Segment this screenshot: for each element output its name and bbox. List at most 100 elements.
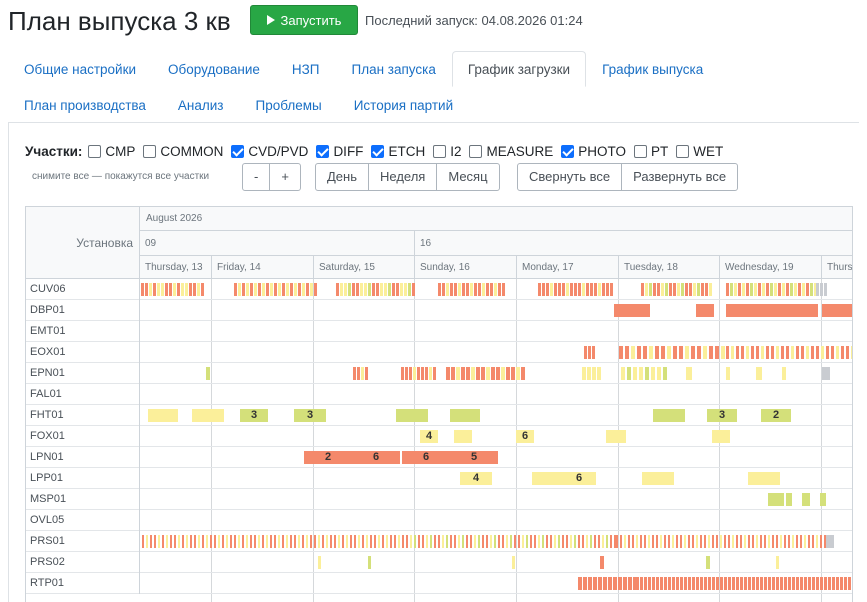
gantt-task-bar[interactable] xyxy=(712,535,714,548)
gantt-task-bar[interactable] xyxy=(740,577,743,590)
gantt-task-bar[interactable] xyxy=(470,283,473,296)
expand-all-button[interactable]: Развернуть все xyxy=(621,163,739,191)
gantt-task-bar[interactable] xyxy=(778,283,781,296)
gantt-task-bar[interactable] xyxy=(494,283,497,296)
gantt-task-bar[interactable] xyxy=(828,577,831,590)
gantt-task-bar[interactable] xyxy=(193,283,196,296)
gantt-task-bar[interactable] xyxy=(696,304,714,317)
gantt-task-bar[interactable] xyxy=(692,535,694,548)
gantt-task-bar[interactable] xyxy=(668,535,670,548)
gantt-task-bar[interactable] xyxy=(404,283,407,296)
gantt-task-bar[interactable] xyxy=(730,283,733,296)
gantt-task-bar[interactable] xyxy=(796,346,799,359)
gantt-task-bar[interactable] xyxy=(732,535,734,548)
gantt-task-bar[interactable] xyxy=(768,577,771,590)
gantt-task-bar[interactable] xyxy=(794,283,797,296)
gantt-task-bar[interactable] xyxy=(800,535,802,548)
gantt-task-bar[interactable] xyxy=(350,535,352,548)
collapse-all-button[interactable]: Свернуть все xyxy=(517,163,623,191)
gantt-task-bar[interactable] xyxy=(366,535,368,548)
gantt-task-bar[interactable] xyxy=(361,367,364,380)
gantt-task-bar[interactable] xyxy=(234,535,236,548)
gantt-task-bar[interactable] xyxy=(502,535,504,548)
gantt-task-bar[interactable] xyxy=(709,346,713,359)
gantt-task-bar[interactable] xyxy=(588,346,591,359)
gantt-task-bar[interactable] xyxy=(681,283,684,296)
gantt-task-bar[interactable] xyxy=(358,535,360,548)
gantt-task-bar[interactable] xyxy=(756,346,759,359)
gantt-task-bar[interactable] xyxy=(700,535,702,548)
gantt-task-bar[interactable] xyxy=(831,346,834,359)
gantt-task-bar[interactable] xyxy=(657,283,660,296)
gantt-task-bar[interactable] xyxy=(426,535,428,548)
area-checkbox-diff[interactable]: DIFF xyxy=(316,144,363,159)
gantt-task-bar[interactable] xyxy=(651,367,655,380)
gantt-task-bar[interactable] xyxy=(590,283,593,296)
gantt-task-bar[interactable] xyxy=(486,367,490,380)
gantt-task-bar[interactable] xyxy=(852,577,853,590)
gantt-task-bar[interactable] xyxy=(760,577,763,590)
gantt-task-bar[interactable] xyxy=(844,577,847,590)
gantt-task-bar[interactable] xyxy=(655,346,659,359)
gantt-task-bar[interactable] xyxy=(768,535,770,548)
gantt-task-bar[interactable] xyxy=(756,535,758,548)
gantt-task-bar[interactable] xyxy=(542,535,544,548)
gantt-task-bar[interactable] xyxy=(758,283,761,296)
gantt-task-bar[interactable] xyxy=(606,535,608,548)
gantt-task-bar[interactable] xyxy=(578,577,582,590)
gantt-task-bar[interactable] xyxy=(388,283,391,296)
gantt-task-bar[interactable] xyxy=(170,535,172,548)
gantt-task-bar[interactable] xyxy=(336,283,339,296)
gantt-task-bar[interactable] xyxy=(762,283,765,296)
gantt-task-bar[interactable] xyxy=(534,535,536,548)
gantt-task-bar[interactable] xyxy=(396,283,399,296)
gantt-task-bar[interactable] xyxy=(726,283,729,296)
gantt-task-bar[interactable] xyxy=(558,283,561,296)
gantt-task-bar[interactable] xyxy=(661,283,664,296)
area-checkbox-measure[interactable]: MEASURE xyxy=(469,144,553,159)
gantt-task-bar[interactable] xyxy=(804,535,806,548)
gantt-task-bar[interactable] xyxy=(360,283,363,296)
gantt-task-bar[interactable] xyxy=(649,283,652,296)
gantt-task-bar[interactable]: 4 xyxy=(420,430,438,443)
gantt-task-bar[interactable] xyxy=(582,535,584,548)
gantt-task-bar[interactable] xyxy=(582,367,586,380)
area-checkbox-i2[interactable]: I2 xyxy=(433,144,461,159)
gantt-task-bar[interactable] xyxy=(736,535,738,548)
gantt-task-bar[interactable] xyxy=(676,577,679,590)
gantt-task-bar[interactable] xyxy=(169,283,172,296)
gantt-task-bar[interactable] xyxy=(660,535,662,548)
gantt-task-bar[interactable] xyxy=(562,283,565,296)
gantt-task-bar[interactable] xyxy=(274,535,276,548)
gantt-task-bar[interactable] xyxy=(656,577,659,590)
gantt-task-bar[interactable] xyxy=(706,556,710,569)
gantt-task-bar[interactable] xyxy=(806,283,809,296)
gantt-task-bar[interactable] xyxy=(588,577,592,590)
gantt-task-bar[interactable] xyxy=(628,577,632,590)
gantt-task-bar[interactable] xyxy=(197,283,200,296)
gantt-task-bar[interactable] xyxy=(206,367,210,380)
gantt-task-bar[interactable] xyxy=(648,577,651,590)
gantt-task-bar[interactable] xyxy=(701,283,704,296)
gantt-task-bar[interactable] xyxy=(826,535,834,548)
gantt-task-bar[interactable] xyxy=(380,283,383,296)
gantt-task-bar[interactable] xyxy=(162,535,164,548)
gantt-task-bar[interactable] xyxy=(405,367,408,380)
gantt-task-bar[interactable] xyxy=(721,346,725,359)
gantt-task-bar[interactable] xyxy=(746,346,749,359)
gantt-task-bar[interactable] xyxy=(522,535,524,548)
gantt-task-bar[interactable] xyxy=(306,535,308,548)
gantt-task-bar[interactable] xyxy=(474,283,477,296)
tab-tabs_row1-3[interactable]: План запуска xyxy=(351,62,436,77)
gantt-task-bar[interactable] xyxy=(627,367,631,380)
gantt-task-bar[interactable] xyxy=(270,535,272,548)
gantt-task-bar[interactable] xyxy=(748,577,751,590)
gantt-task-bar[interactable] xyxy=(185,283,188,296)
gantt-task-bar[interactable] xyxy=(788,535,790,548)
gantt-task-bar[interactable] xyxy=(530,535,532,548)
gantt-task-bar[interactable] xyxy=(774,283,777,296)
area-checkbox-wet[interactable]: WET xyxy=(676,144,723,159)
gantt-task-bar[interactable] xyxy=(600,556,604,569)
gantt-task-bar[interactable] xyxy=(728,577,731,590)
gantt-task-bar[interactable] xyxy=(458,283,461,296)
